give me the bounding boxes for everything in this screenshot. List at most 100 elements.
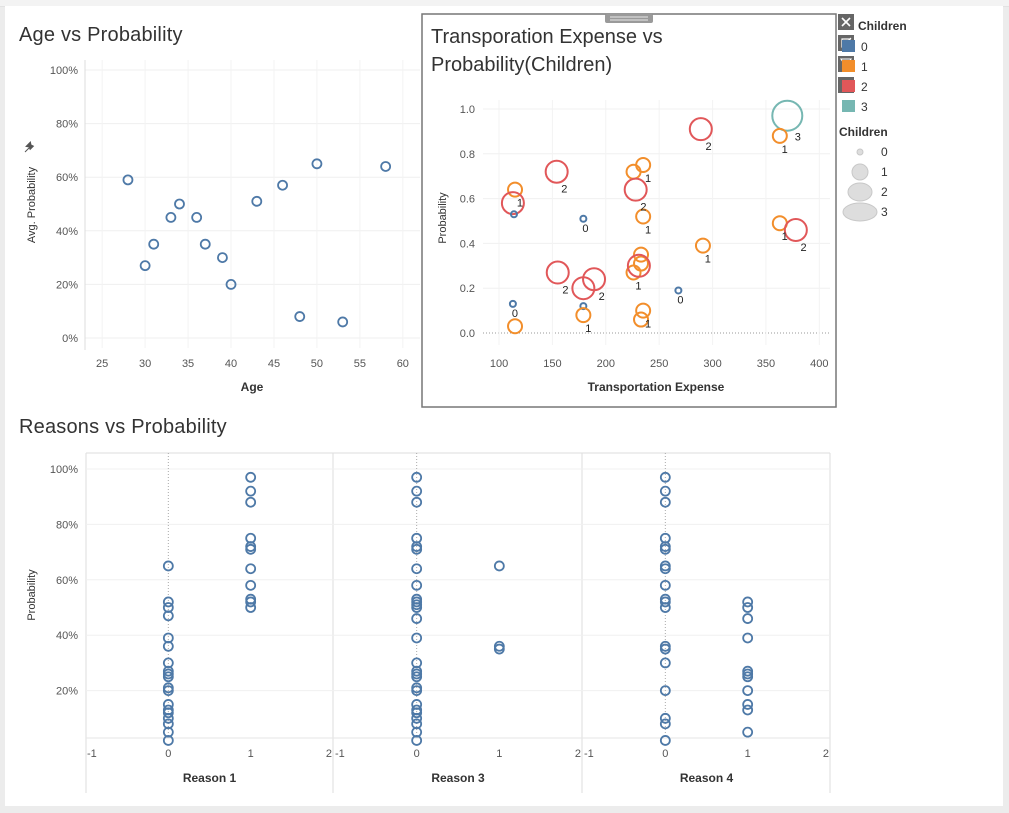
reasons-data-point[interactable] [411,563,423,575]
reasons-data-point[interactable] [659,563,671,575]
transport-data-point[interactable] [571,276,596,301]
reasons-data-point[interactable] [411,485,423,497]
age-chart[interactable]: 0%20%40%60%80%100% 25 30 35 40 45 50 55 60 Age … [24,60,420,394]
reasons-data-point[interactable] [659,712,671,724]
transport-data-point[interactable] [625,264,642,281]
reasons-data-point[interactable] [162,596,174,608]
reasons-data-point[interactable] [162,671,174,683]
size-legend-swatch[interactable] [856,148,864,156]
transport-data-point[interactable] [626,253,651,278]
transport-data-point[interactable] [674,286,683,295]
transport-data-point[interactable] [508,299,517,308]
reasons-data-point[interactable] [245,496,257,508]
reasons-data-point[interactable] [742,726,754,738]
age-data-point[interactable] [165,211,177,223]
age-data-point[interactable] [311,158,323,170]
reasons-data-point[interactable] [742,671,754,683]
reasons-data-point[interactable] [659,735,671,746]
age-data-point[interactable] [294,311,306,322]
size-legend-swatch[interactable] [851,163,869,181]
transport-data-point[interactable] [509,210,518,219]
transport-data-point[interactable] [771,127,788,144]
reasons-chart[interactable]: 20% 40% 60% 80% 100% -1 0 1 2 Reason 1 -1 0 1 2 Reaso… [26,452,831,793]
transport-data-point[interactable] [694,237,711,254]
age-data-point[interactable] [380,161,392,172]
reasons-data-point[interactable] [411,671,423,683]
color-legend-swatch[interactable] [842,40,855,52]
age-data-point[interactable] [122,174,134,186]
reasons-data-point[interactable] [659,485,671,497]
transport-data-point[interactable] [688,117,713,142]
reasons-data-point[interactable] [411,471,423,483]
reasons-data-point[interactable] [742,602,754,613]
reasons-data-point[interactable] [411,707,423,719]
age-data-point[interactable] [217,252,228,264]
transport-data-point[interactable] [633,246,650,263]
transport-data-point[interactable] [633,311,650,328]
transport-data-point[interactable] [507,181,524,198]
reasons-data-point[interactable] [659,496,671,508]
age-data-point[interactable] [139,260,151,272]
reasons-data-point[interactable] [162,707,174,719]
transport-chart[interactable]: 0.00.20.40.60.81.0 100 150 200 250 300 350 400… [421,13,837,408]
reasons-data-point[interactable] [245,596,257,608]
reasons-data-point[interactable] [162,610,174,622]
reasons-data-point[interactable] [245,563,257,575]
transport-data-point[interactable] [783,217,808,242]
reasons-data-point[interactable] [742,632,754,644]
transport-data-point[interactable] [579,302,588,311]
reasons-data-point[interactable] [742,699,754,710]
age-data-point[interactable] [225,278,237,290]
reasons-data-point[interactable] [162,640,174,652]
reasons-data-point[interactable] [411,712,423,724]
reasons-data-point[interactable] [742,613,754,624]
reasons-data-point[interactable] [162,735,174,746]
reasons-data-point[interactable] [411,685,423,696]
transport-data-point[interactable] [507,318,524,335]
reasons-data-point[interactable] [162,685,174,696]
reasons-data-point[interactable] [659,579,671,591]
reasons-data-point[interactable] [411,735,423,746]
size-legend-swatch[interactable] [842,202,878,222]
transport-data-point[interactable] [623,177,648,202]
transport-data-point[interactable] [544,159,569,184]
transport-data-point[interactable] [575,307,592,324]
age-data-point[interactable] [174,198,185,210]
size-legend-swatch[interactable] [847,182,873,202]
reasons-data-point[interactable] [659,718,671,730]
reasons-data-point[interactable] [411,602,423,613]
color-legend-swatch[interactable] [842,80,855,92]
transport-data-point[interactable] [545,260,570,285]
reasons-data-point[interactable] [659,685,671,696]
reasons-data-point[interactable] [493,560,505,572]
transport-data-point[interactable] [579,214,588,223]
reasons-data-point[interactable] [245,579,257,591]
reasons-data-point[interactable] [162,560,174,572]
reasons-data-point[interactable] [659,596,671,608]
reasons-data-point[interactable] [245,471,257,483]
drag-handle[interactable] [605,14,653,23]
reasons-data-point[interactable] [411,613,423,624]
age-data-point[interactable] [277,179,288,191]
color-legend-swatch[interactable] [842,100,855,112]
reasons-data-point[interactable] [742,596,754,608]
transport-data-point[interactable] [635,208,652,225]
age-data-point[interactable] [337,316,349,328]
transport-data-point[interactable] [500,191,525,216]
reasons-data-point[interactable] [659,643,671,655]
age-data-point[interactable] [199,238,211,250]
close-icon[interactable] [838,14,854,30]
reasons-data-point[interactable] [742,685,754,696]
reasons-data-point[interactable] [411,632,423,644]
age-data-point[interactable] [148,238,160,250]
reasons-data-point[interactable] [659,471,671,483]
reasons-data-point[interactable] [245,602,257,613]
reasons-data-point[interactable] [245,543,257,555]
reasons-data-point[interactable] [493,643,505,655]
age-data-point[interactable] [251,195,263,207]
reasons-data-point[interactable] [245,485,257,497]
transport-data-point[interactable] [635,302,652,319]
reasons-data-point[interactable] [411,543,423,555]
reasons-data-point[interactable] [411,496,423,508]
reasons-data-point[interactable] [742,704,754,716]
